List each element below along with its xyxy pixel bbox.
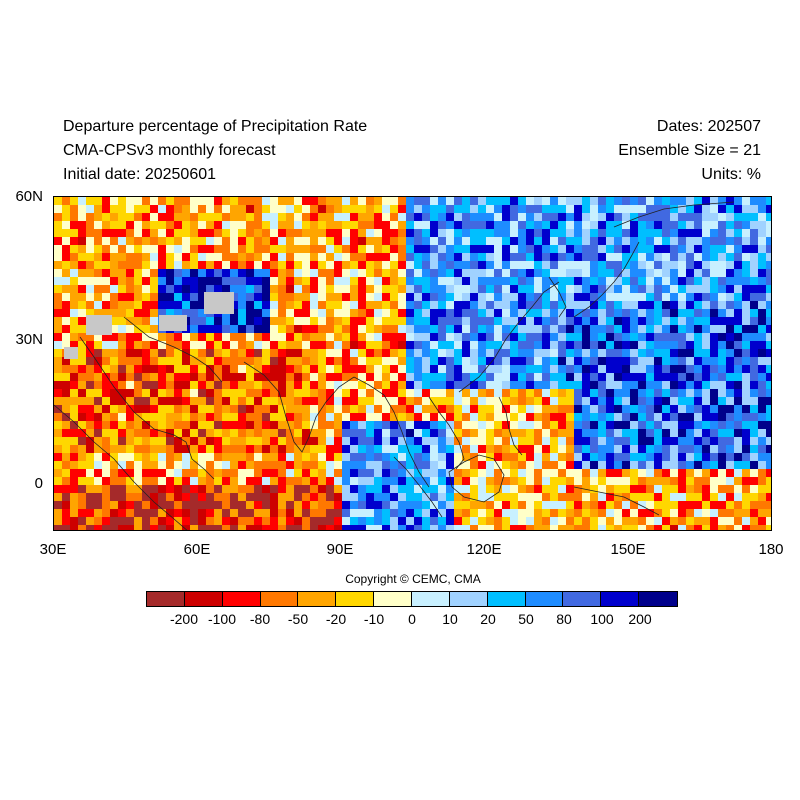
lat-label-60n: 60N — [15, 188, 43, 205]
philippines-coast — [498, 396, 523, 456]
colorbar-swatch — [449, 592, 488, 606]
colorbar-label: 10 — [442, 611, 458, 627]
map-title: Departure percentage of Precipitation Ra… — [63, 118, 368, 135]
colorbar-label: 100 — [590, 611, 614, 627]
lon-label-30e: 30E — [39, 541, 67, 558]
colorbar-label: -10 — [363, 611, 385, 627]
arabia-coast — [79, 336, 215, 480]
colorbar-swatch — [563, 592, 602, 606]
indochina-coast — [428, 396, 465, 470]
bay-coast — [353, 376, 430, 488]
borneo-coast — [448, 454, 505, 503]
colorbar-swatch — [184, 592, 223, 606]
precipitation-anomaly-field — [54, 197, 771, 530]
colorbar-swatch — [525, 592, 564, 606]
japan-coast — [573, 241, 640, 318]
units-label: Units: % — [701, 166, 761, 183]
newguinea-coast — [573, 486, 660, 516]
sumatra-coast — [393, 456, 443, 518]
colorbar-label: 20 — [480, 611, 496, 627]
precipitation-map — [53, 196, 772, 531]
missing-data-patch — [64, 347, 78, 359]
colorbar-label: 80 — [556, 611, 572, 627]
colorbar-swatch — [601, 592, 640, 606]
ensemble-size: Ensemble Size = 21 — [618, 142, 761, 159]
initial-date: Initial date: 20250601 — [63, 166, 217, 183]
colorbar-label: 0 — [408, 611, 416, 627]
colorbar-label: -100 — [207, 611, 237, 627]
colorbar-label: -80 — [249, 611, 271, 627]
lon-label-90e: 90E — [326, 541, 354, 558]
lat-label-30n: 30N — [15, 331, 43, 348]
colorbar-label: -20 — [325, 611, 347, 627]
model-name: CMA-CPSv3 monthly forecast — [63, 142, 276, 159]
missing-data-patch — [86, 315, 112, 335]
colorbar-swatch — [639, 592, 678, 606]
colorbar-label: -200 — [169, 611, 199, 627]
colorbar-swatch — [336, 592, 375, 606]
colorbar-swatch — [222, 592, 261, 606]
lon-label-60e: 60E — [183, 541, 211, 558]
colorbar-label: -50 — [287, 611, 309, 627]
africa-horn-coast — [54, 404, 188, 530]
lat-label-0: 0 — [34, 475, 43, 492]
korea-coast — [548, 276, 567, 318]
colorbar — [146, 591, 678, 607]
lon-label-120e: 120E — [466, 541, 502, 558]
colorbar-label: 200 — [628, 611, 652, 627]
missing-data-patch — [159, 315, 187, 331]
colorbar-swatch — [487, 592, 526, 606]
siberia-coast — [613, 201, 735, 228]
gulf-coast — [123, 316, 223, 383]
colorbar-swatch — [260, 592, 299, 606]
anomaly-shading — [54, 197, 771, 530]
missing-data-patch — [204, 292, 234, 314]
lon-label-180: 180 — [758, 541, 784, 558]
colorbar-swatch — [147, 592, 185, 606]
colorbar-swatch — [298, 592, 337, 606]
colorbar-swatch — [412, 592, 450, 606]
lon-label-150e: 150E — [610, 541, 646, 558]
coastlines — [54, 201, 735, 530]
copyright-notice: Copyright © CEMC, CMA — [345, 572, 481, 586]
china-coast — [458, 281, 560, 393]
colorbar-label: 50 — [518, 611, 534, 627]
forecast-dates: Dates: 202507 — [656, 118, 761, 135]
india-coast — [243, 361, 355, 453]
colorbar-swatch — [374, 592, 413, 606]
